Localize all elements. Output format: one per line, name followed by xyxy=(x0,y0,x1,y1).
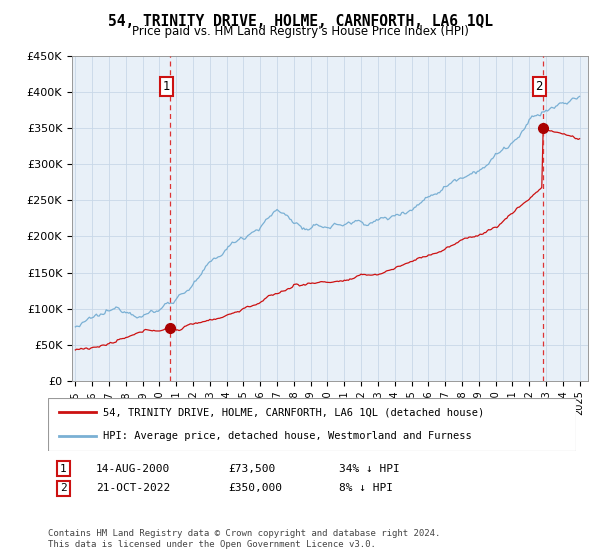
Text: 1: 1 xyxy=(60,464,67,474)
Text: Price paid vs. HM Land Registry's House Price Index (HPI): Price paid vs. HM Land Registry's House … xyxy=(131,25,469,38)
Text: 8% ↓ HPI: 8% ↓ HPI xyxy=(339,483,393,493)
Text: 2: 2 xyxy=(536,80,543,93)
Text: 21-OCT-2022: 21-OCT-2022 xyxy=(96,483,170,493)
Text: 54, TRINITY DRIVE, HOLME, CARNFORTH, LA6 1QL: 54, TRINITY DRIVE, HOLME, CARNFORTH, LA6… xyxy=(107,14,493,29)
Text: Contains HM Land Registry data © Crown copyright and database right 2024.
This d: Contains HM Land Registry data © Crown c… xyxy=(48,529,440,549)
Text: 54, TRINITY DRIVE, HOLME, CARNFORTH, LA6 1QL (detached house): 54, TRINITY DRIVE, HOLME, CARNFORTH, LA6… xyxy=(103,408,485,418)
Text: £73,500: £73,500 xyxy=(228,464,275,474)
Text: HPI: Average price, detached house, Westmorland and Furness: HPI: Average price, detached house, West… xyxy=(103,431,472,441)
Text: 2: 2 xyxy=(60,483,67,493)
Text: £350,000: £350,000 xyxy=(228,483,282,493)
Text: 14-AUG-2000: 14-AUG-2000 xyxy=(96,464,170,474)
Text: 34% ↓ HPI: 34% ↓ HPI xyxy=(339,464,400,474)
Text: 1: 1 xyxy=(163,80,170,93)
